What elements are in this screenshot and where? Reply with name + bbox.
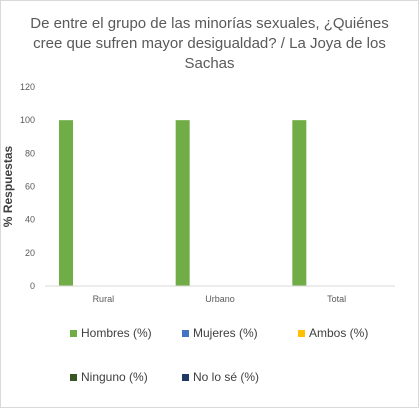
y-tick-label-40: 40 [25,215,35,225]
bar-total-series-0 [292,120,307,287]
y-tick-label-100: 100 [20,115,35,125]
x-tick-label-urbano: Urbano [205,294,235,304]
chart-title: De entre el grupo de las minorías sexual… [30,15,389,72]
y-tick-label-60: 60 [25,182,35,192]
legend-swatch [70,329,77,337]
y-axis-label: % Respuestas [1,145,15,227]
legend-swatch [182,329,189,337]
legend-label: Mujeres (%) [193,326,258,340]
legend-item-4: No lo sé (%) [182,370,259,384]
bar-urbano-series-0 [175,120,190,287]
legend-item-3: Ninguno (%) [70,370,148,384]
x-tick-label-total: Total [327,294,346,304]
legend-label: No lo sé (%) [193,370,260,384]
y-tick-label-80: 80 [25,148,35,158]
legend-label: Ambos (%) [309,326,369,340]
y-tick-label-120: 120 [20,82,35,92]
legend-swatch [182,373,189,381]
legend-swatch [298,329,305,337]
y-tick-label-20: 20 [25,248,35,258]
y-tick-label-0: 0 [30,281,35,291]
legend-item-2: Ambos (%) [298,326,368,340]
legend-label: Hombres (%) [81,326,152,340]
legend-item-1: Mujeres (%) [182,326,258,340]
legend-item-0: Hombres (%) [70,326,152,340]
legend-swatch [70,373,77,381]
x-tick-label-rural: Rural [93,294,115,304]
legend-label: Ninguno (%) [81,370,148,384]
bar-rural-series-0 [59,120,73,287]
